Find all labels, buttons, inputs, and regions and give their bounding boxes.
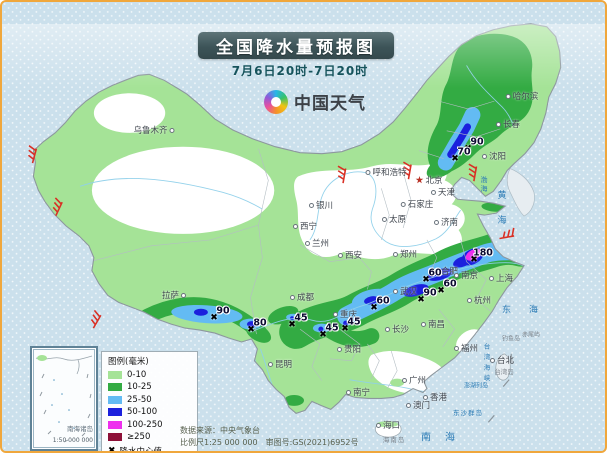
legend-item: 50-100 — [108, 407, 192, 417]
legend-item: 0-10 — [108, 370, 192, 380]
center-marker-label: 降水中心值 — [119, 446, 163, 453]
source-line1: 数据来源：中央气象台 — [180, 426, 260, 435]
legend-item: 25-50 — [108, 395, 192, 405]
brand-logo: 中国天气 — [264, 89, 366, 114]
x-marker-icon: ✖ — [108, 445, 116, 453]
title-banner: 全国降水量预报图 — [198, 32, 394, 59]
forecast-period: 7月6日20时-7日20时 — [231, 64, 369, 78]
legend-range-label: 10-25 — [127, 382, 152, 392]
wind-barb-icon — [27, 145, 515, 329]
legend-item: 10-25 — [108, 382, 192, 392]
legend-range-label: 100-250 — [127, 419, 163, 430]
legend-swatch — [108, 420, 122, 429]
legend-swatch — [108, 383, 122, 391]
inset-map-canvas — [35, 355, 93, 443]
legend-swatch — [108, 408, 122, 416]
legend: 图例(毫米) 0-10 10-25 25-50 50-100 100-250 ≥250 ✖… — [101, 351, 198, 453]
inset-label: 南海诸岛 — [67, 425, 93, 433]
china-weather-logo-icon — [264, 89, 288, 114]
legend-swatch — [108, 433, 122, 441]
legend-item: ≥250 — [108, 432, 192, 442]
legend-rows: 0-10 10-25 25-50 50-100 100-250 ≥250 — [108, 370, 192, 442]
legend-range-label: 0-10 — [127, 369, 147, 380]
data-source: 数据来源：中央气象台 比例尺1:25 000 000 审图号:GS(2021)6… — [180, 425, 359, 450]
legend-item: 100-250 — [108, 420, 192, 430]
legend-range-label: 50-100 — [127, 407, 158, 417]
legend-range-label: ≥250 — [127, 432, 151, 442]
inset-scale: 1:50 000 000 — [52, 437, 93, 444]
legend-swatch — [108, 370, 122, 379]
inset-map-south-china-sea: 南海诸岛 1:50 000 000 — [30, 346, 98, 451]
page-title: 全国降水量预报图 — [216, 38, 376, 58]
brand-name: 中国天气 — [294, 94, 366, 114]
legend-center-marker: ✖ 降水中心值 — [108, 445, 192, 453]
legend-range-label: 25-50 — [127, 394, 152, 405]
legend-swatch — [108, 395, 122, 404]
legend-title: 图例(毫米) — [108, 357, 149, 367]
source-line2: 比例尺1:25 000 000 审图号:GS(2021)6952号 — [180, 438, 359, 448]
